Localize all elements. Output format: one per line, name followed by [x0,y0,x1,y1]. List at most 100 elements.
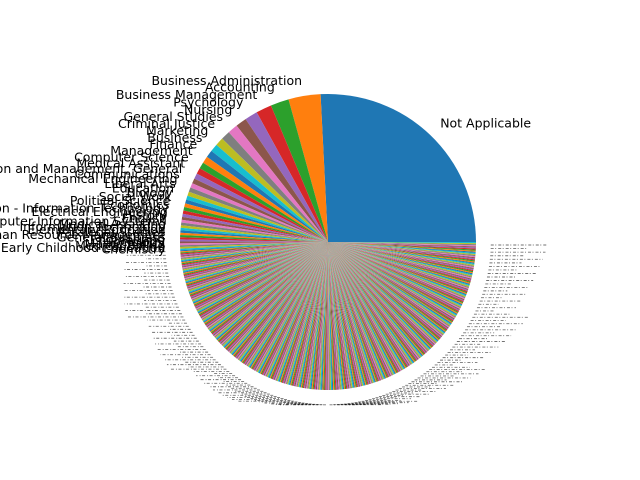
pie-slice-small [328,242,376,383]
pie-slice-small [186,242,328,288]
pie-slice-small [194,242,328,308]
slice-label: History [123,207,168,222]
pie-slice-small [328,242,455,320]
pie-slice [199,162,328,242]
pie-slice-small [328,242,348,389]
pie-slice [270,99,328,242]
pie-slice-small [235,242,328,359]
pie-slice-small [221,242,328,346]
pie-slice-small [328,242,458,314]
pie-slice [180,242,328,246]
slice-label: Engineering [90,232,165,247]
pie-slice [180,239,328,242]
pie-slice-small [328,242,431,350]
pie-slice-small [311,242,328,390]
pie-slice-small [328,242,364,386]
pie-slice-small [186,242,328,286]
pie-slice [190,183,328,242]
pie-slice-small [264,242,328,377]
pie-slice-small [180,242,328,258]
pie-slice-small [250,242,328,369]
pie-slice-small [214,242,328,338]
pie-slice-small [328,242,394,376]
pie-slice-small [190,242,328,297]
pie-slice-small [328,242,334,390]
pie-slice-small [328,242,406,369]
pie-slice-small [212,242,328,336]
pie-slice [180,242,328,251]
pie-slice-small [328,242,476,252]
pie-slice [186,195,328,242]
pie-slice-small [193,242,328,305]
pie-slice [181,219,328,242]
pie-slice-small [281,242,328,383]
pie-slice-small [277,242,328,382]
pie-slice-small [294,242,328,387]
pie-slice-small [310,242,328,390]
pie-slice-small [273,242,328,381]
slice-label: English [122,211,167,226]
pie-slice-small [328,242,423,357]
pie-slice-small [280,242,328,383]
pie-slice-small [328,242,476,256]
pie-slice-small [184,242,328,279]
pie-slice-small [239,242,328,362]
pie-slice-small [216,242,328,341]
pie-slice-small [328,242,359,388]
pie-slice-small [297,242,328,388]
pie-slice-small [220,242,328,345]
pie-slice-small [328,242,356,388]
pie-slice-small [181,242,328,266]
pie-slice [180,242,328,248]
pie-slice-small [180,242,328,257]
pie-slice-small [258,242,328,374]
slice-label: Elementary Education [27,222,165,237]
pie-slice-small [328,242,430,351]
pie-slice-small [182,242,328,268]
pie-slice-small [249,242,328,368]
pie-slice-small [328,242,447,333]
pie-slice-small [328,242,395,375]
pie-slice-small [299,242,328,388]
pie-slice-small [307,242,328,389]
pie-slice-small [328,242,339,390]
slice-label: Liberal Arts [104,176,175,191]
pie-slice-small [328,242,349,389]
pie-slice-small [189,242,328,295]
pie-slice-small [253,242,328,371]
pie-slice [194,173,328,242]
slice-label: Not Applicable [440,116,531,131]
slice-label: Economics [102,197,169,212]
pie-slice-small [271,242,328,380]
pie-slice-small [328,242,471,284]
pie-slice [236,119,328,242]
pie-slice-small [268,242,328,378]
pie-slice-small [328,242,386,379]
pie-labels: Not Applicable Business AdministrationAcc… [0,73,531,257]
pie-slice-small [328,242,345,390]
pie-slice-small [328,242,421,359]
pie-slice-small [328,242,447,332]
slice-label: Management [110,143,192,158]
pie-slice-small [201,242,328,320]
pie-slice-small [289,242,328,386]
pie-slice-small [328,242,389,378]
pie-slice-small [238,242,328,361]
pie-slice-small [328,242,374,384]
pie-slice-small [237,242,328,361]
pie-slice-small [187,242,328,291]
pie-slice-small [198,242,328,315]
pie-slice-small [328,242,387,379]
pie-slice-small [206,242,328,328]
pie-slice-small [328,242,465,301]
pie-slice-small [315,242,328,390]
pie-slice-small [224,242,328,349]
pie-slice-small [328,242,409,367]
pie-slice-small [188,242,328,292]
pie-slice [288,94,328,243]
pie-slice-small [328,242,337,390]
pie-slice-small [328,242,475,261]
pie-slice-small [325,242,328,390]
pie-slice [211,144,328,242]
pie-slice-small [328,242,397,374]
